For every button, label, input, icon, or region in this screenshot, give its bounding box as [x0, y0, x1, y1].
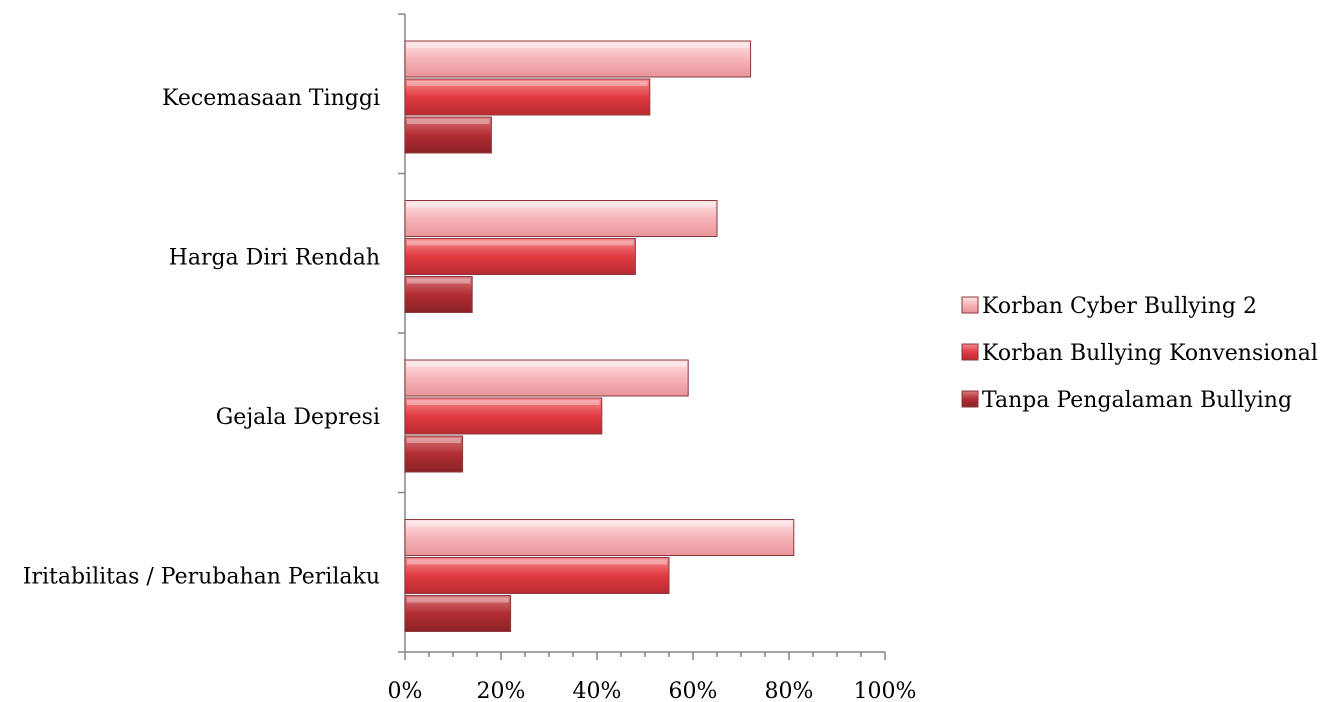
bar: [404, 200, 718, 237]
legend-label: Tanpa Pengalaman Bullying: [982, 388, 1292, 413]
legend-label: Korban Bullying Konvensional: [982, 341, 1318, 366]
x-tick-label: 80%: [765, 679, 814, 702]
bar-highlight: [407, 43, 749, 48]
bar: [404, 595, 512, 632]
bar-highlight: [407, 521, 792, 527]
bar-highlight: [407, 278, 471, 284]
category-label: Harga Diri Rendah: [169, 246, 380, 271]
legend-swatch: [961, 390, 979, 408]
bars: [404, 40, 795, 632]
bar-highlight: [407, 362, 687, 367]
legend-swatch: [961, 296, 979, 314]
bar-highlight: [407, 240, 634, 246]
bar: [404, 557, 670, 594]
bar: [404, 40, 752, 78]
legend-swatch: [961, 343, 979, 361]
bar-highlight: [407, 559, 667, 565]
category-label: Gejala Depresi: [216, 405, 380, 430]
bar: [404, 116, 492, 154]
bar-highlight: [407, 119, 490, 124]
category-labels: Kecemasaan Tinggi Harga Diri Rendah Gejala…: [23, 86, 380, 590]
bar: [404, 397, 603, 435]
x-tick-labels: 0% 20% 40% 60% 80% 100%: [388, 679, 917, 702]
bar: [404, 238, 636, 275]
x-tick-label: 100%: [854, 679, 917, 702]
x-tick-label: 40%: [573, 679, 622, 702]
legend: Korban Cyber Bullying 2 Korban Bullying K…: [961, 294, 1318, 413]
bar: [404, 276, 473, 313]
bar-highlight: [407, 597, 509, 603]
bar: [404, 359, 689, 397]
bar: [404, 435, 464, 473]
x-tick-label: 0%: [388, 679, 423, 702]
category-label: Kecemasaan Tinggi: [162, 86, 380, 111]
x-tick-label: 20%: [477, 679, 526, 702]
category-label: Iritabilitas / Perubahan Perilaku: [23, 565, 380, 590]
bar: [404, 519, 795, 556]
legend-label: Korban Cyber Bullying 2: [982, 294, 1257, 319]
bar: [404, 78, 651, 116]
bar-highlight: [407, 202, 715, 208]
bar-highlight: [407, 400, 600, 405]
bar-highlight: [407, 438, 461, 443]
x-tick-label: 60%: [669, 679, 718, 702]
bar-highlight: [407, 81, 648, 86]
